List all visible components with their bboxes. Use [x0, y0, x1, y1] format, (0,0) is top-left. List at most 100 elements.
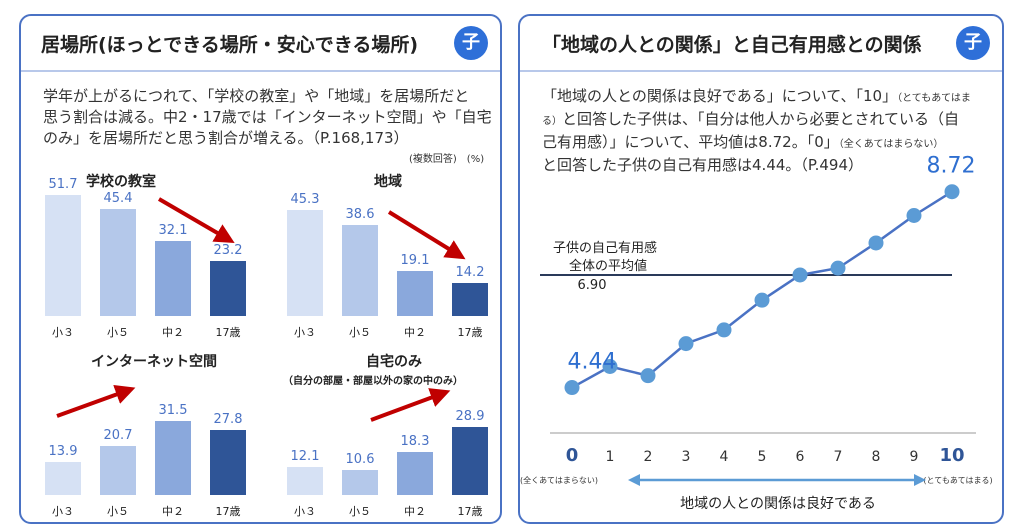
bar-category-label: 17歳 — [215, 505, 241, 518]
bar — [397, 271, 433, 316]
bar-value-label: 31.5 — [158, 402, 188, 418]
right-desc-line-4: と回答した子供の自己有用感は4.44。（P.494） — [542, 156, 864, 174]
left-description: 学年が上がるにつれて、「学校の教室」や「地域」を居場所だと 思う割合は減る。中2… — [43, 86, 493, 149]
bar-category-label: 小３ — [52, 505, 74, 518]
bar-category-label: 小３ — [52, 326, 74, 339]
home-only-sub-note: （自分の部屋・部屋以外の家の中のみ） — [283, 376, 463, 387]
x-tick-label: 4 — [720, 449, 729, 465]
bar-category-label: 中２ — [162, 326, 184, 339]
bar — [100, 209, 136, 316]
data-point — [716, 322, 732, 338]
bar-category-label: 小５ — [107, 505, 129, 518]
right-desc-line-1: 「地域の人との関係は良好である」について、「10」（とてもあてはま — [542, 87, 971, 105]
bar — [155, 420, 191, 495]
bar-category-label: 17歳 — [457, 505, 483, 518]
data-point — [868, 235, 884, 251]
data-point — [640, 368, 656, 384]
bar-value-label: 18.3 — [400, 433, 430, 449]
left-panel-title: 居場所(ほっとできる場所・安心できる場所) — [41, 34, 419, 56]
x-tick-label: 0 — [566, 445, 579, 466]
reference-label: 子供の自己有用感 — [553, 240, 657, 256]
x-axis-title: 地域の人との関係は良好である — [680, 496, 876, 512]
bar — [452, 427, 488, 495]
bar-category-label: 小５ — [349, 326, 371, 339]
bar-value-label: 20.7 — [103, 428, 133, 444]
trend-arrow — [387, 210, 466, 260]
left-desc-line-2: 思う割合は減る。中2・17歳では「インターネット空間」や「自宅 — [43, 108, 492, 126]
bar-value-label: 12.1 — [290, 448, 320, 464]
data-point — [830, 260, 846, 276]
right-description: 「地域の人との関係は良好である」について、「10」（とてもあてはま る）と回答し… — [542, 86, 992, 176]
bar-chart-title: 自宅のみ — [366, 354, 422, 370]
bar-category-label: 小５ — [107, 326, 129, 339]
x-tick-label: 7 — [834, 449, 843, 465]
bar-value-label: 45.3 — [290, 191, 320, 207]
bar — [397, 451, 433, 495]
reference-value-label: 6.90 — [578, 278, 607, 293]
bar-value-label: 28.9 — [455, 409, 485, 425]
trend-arrow — [56, 385, 136, 418]
bar — [100, 446, 136, 495]
bar-category-label: 17歳 — [457, 326, 483, 339]
data-point — [944, 184, 960, 200]
x-tick-label: 10 — [939, 445, 964, 466]
bar-category-label: 中２ — [162, 505, 184, 518]
x-range-arrow-left-head — [628, 474, 640, 486]
bar-category-label: 小３ — [294, 326, 316, 339]
bar-category-label: 小５ — [349, 505, 371, 518]
bar-category-label: 17歳 — [215, 326, 241, 339]
left-desc-line-1: 学年が上がるにつれて、「学校の教室」や「地域」を居場所だと — [43, 87, 470, 105]
reference-label: 全体の平均値 — [569, 258, 647, 274]
bar — [45, 194, 81, 316]
left-panel: 居場所(ほっとできる場所・安心できる場所) 子 学年が上がるにつれて、「学校の教… — [19, 14, 502, 524]
bar-value-label: 27.8 — [213, 411, 243, 427]
bar-value-label: 13.9 — [48, 444, 78, 460]
bar — [210, 429, 246, 495]
bar-chart-title: 学校の教室 — [86, 174, 156, 190]
bar-value-label: 23.2 — [213, 243, 243, 259]
child-badge: 子 — [956, 26, 990, 60]
data-point — [906, 207, 922, 223]
bar — [452, 282, 488, 316]
right-panel-title: 「地域の人との関係」と自己有用感との関係 — [542, 34, 922, 56]
data-line — [571, 190, 953, 389]
bar-value-label: 32.1 — [158, 222, 188, 238]
x-tick-label: 2 — [644, 449, 653, 465]
right-desc-line-2: る）と回答した子供は、「自分は他人から必要とされている（自 — [542, 110, 960, 128]
trend-arrow — [370, 388, 451, 422]
data-point — [754, 292, 770, 308]
bar-chart-title: 地域 — [374, 174, 402, 190]
bar — [342, 470, 378, 495]
bar-value-label: 19.1 — [400, 253, 430, 269]
data-point — [602, 359, 618, 375]
bar — [287, 209, 323, 316]
left-panel-header: 居場所(ほっとできる場所・安心できる場所) 子 — [21, 16, 500, 72]
start-value-label: 4.44 — [568, 350, 617, 375]
bar-value-label: 38.6 — [345, 207, 375, 223]
bar — [45, 462, 81, 495]
bar-chart-title: インターネット空間 — [91, 354, 217, 370]
bar-value-label: 51.7 — [48, 176, 78, 192]
right-desc-line-3: 己有用感）」について、平均値は8.72。「0」（全くあてはまらない） — [542, 133, 944, 151]
x-tick-label: 5 — [758, 449, 767, 465]
x-tick-label: 6 — [796, 449, 805, 465]
x-tick-label: 3 — [682, 449, 691, 465]
unit-note: (複数回答) (%) — [409, 154, 485, 165]
bar-value-label: 45.4 — [103, 191, 133, 207]
end-value-label: 8.72 — [927, 154, 976, 179]
bar — [342, 225, 378, 316]
x-tick-label: 9 — [910, 449, 919, 465]
x-low-label: (全くあてはまらない) — [520, 475, 598, 485]
bar-value-label: 10.6 — [345, 452, 375, 468]
bar-category-label: 小３ — [294, 505, 316, 518]
right-panel-header: 「地域の人との関係」と自己有用感との関係 子 — [520, 16, 1002, 72]
x-tick-label: 1 — [606, 449, 615, 465]
right-panel: 「地域の人との関係」と自己有用感との関係 子 「地域の人との関係は良好である」に… — [518, 14, 1004, 524]
x-range-arrow-right-head — [914, 474, 926, 486]
bar-category-label: 中２ — [404, 505, 426, 518]
x-high-label: (とてもあてはまる) — [923, 476, 992, 485]
data-point — [564, 380, 580, 396]
left-desc-line-3: のみ」を居場所だと思う割合が増える。（P.168,173） — [43, 129, 409, 147]
bar — [210, 261, 246, 316]
